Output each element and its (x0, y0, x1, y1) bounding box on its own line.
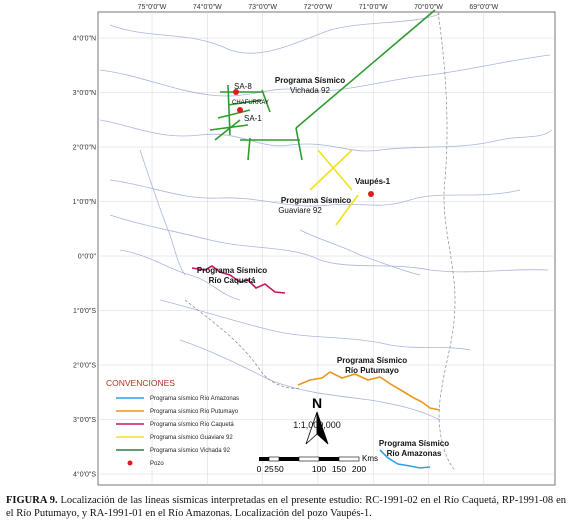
legend-label: Programa sísmico Guaviare 92 (150, 435, 233, 441)
lat-label: 4°0'0"S (73, 471, 96, 479)
lat-label: 2°0'0"S (73, 362, 96, 370)
program-label: Río Amazonas (387, 449, 442, 458)
program-label: Programa Sísmico (337, 356, 407, 365)
scale-bar (259, 456, 360, 462)
north-label: N (312, 395, 322, 411)
seismic-lines (191, 9, 441, 469)
program-label: Guaviare 92 (278, 206, 322, 215)
lat-label: 0°0'0" (78, 253, 97, 261)
scale-label: 100 (312, 464, 326, 474)
legend-title: CONVENCIONES (106, 378, 175, 388)
scale-label: 150 (332, 464, 346, 474)
scale-label: 200 (352, 464, 366, 474)
program-label: Programa Sísmico (379, 439, 449, 448)
legend: CONVENCIONES Programa sísmico Río Amazon… (106, 378, 239, 467)
program-label: Vichada 92 (290, 86, 330, 95)
program-label: Programa Sísmico (281, 196, 351, 205)
caption-label: FIGURA 9. (6, 495, 58, 506)
program-label: Río Putumayo (345, 366, 399, 375)
lon-label: 70°0'0"W (414, 3, 443, 11)
program-label: Programa Sísmico (197, 266, 267, 275)
well-label: SA-8 (234, 82, 252, 91)
lon-label: 74°0'0"W (193, 3, 222, 11)
north-arrow: N (305, 395, 329, 445)
lon-label: 71°0'0"W (359, 3, 388, 11)
rivers (99, 11, 553, 471)
lat-label: 3°0'0"S (73, 416, 96, 424)
legend-label: Pozo (150, 461, 164, 467)
well-marker (368, 191, 374, 197)
scale-label: 25 (264, 464, 274, 474)
scale-unit: Kms (362, 454, 378, 463)
caption-text: Localización de las líneas sísmicas inte… (6, 495, 566, 519)
lat-label: 4°0'0"N (73, 35, 96, 43)
legend-label: Programa sísmico Vichada 92 (150, 448, 231, 454)
well-marker (233, 89, 239, 95)
lon-label: 72°0'0"W (303, 3, 332, 11)
lon-label: 75°0'0"W (138, 3, 167, 11)
legend-label: Programa sísmico Río Caquetá (150, 422, 234, 428)
scale-ratio: 1:1,000,000 (293, 420, 341, 430)
lat-label: 1°0'0"S (73, 307, 96, 315)
map: SA-8 CHAFURRAY SA-1 Vaupés-1 Programa Sí… (73, 3, 556, 486)
scale-label: 50 (274, 464, 284, 474)
well-label: SA-1 (244, 114, 262, 123)
well-label: CHAFURRAY (232, 100, 269, 106)
scale-label: 0 (257, 464, 262, 474)
lat-label: 3°0'0"N (73, 89, 96, 97)
lat-label: 2°0'0"N (73, 144, 96, 152)
lat-label: 1°0'0"N (73, 198, 96, 206)
well-label: Vaupés-1 (355, 177, 391, 186)
legend-label: Programa sísmico Río Putumayo (150, 409, 239, 415)
legend-label: Programa sísmico Río Amazonas (150, 396, 239, 402)
scale-labels: 0 25 50 100 150 200 (257, 464, 367, 474)
lon-label: 73°0'0"W (248, 3, 277, 11)
caption: FIGURA 9. Localización de las líneas sís… (6, 494, 566, 520)
program-label: Río Caquetá (209, 276, 256, 285)
well-marker (237, 107, 243, 113)
program-label: Programa Sísmico (275, 76, 345, 85)
lon-label: 69°0'0"W (469, 3, 498, 11)
